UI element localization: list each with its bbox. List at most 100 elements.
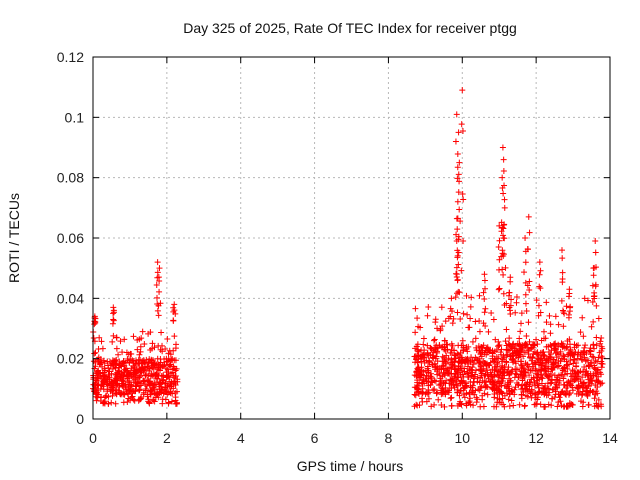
data-point — [110, 310, 117, 317]
data-point — [503, 389, 510, 396]
data-point — [447, 395, 454, 402]
data-point — [467, 315, 474, 322]
data-point — [419, 398, 426, 405]
data-point — [431, 377, 438, 384]
data-point — [592, 382, 599, 389]
data-point — [165, 400, 172, 407]
data-point — [540, 328, 547, 335]
data-point — [130, 362, 137, 369]
data-point — [512, 370, 519, 377]
data-point — [456, 159, 463, 166]
data-point — [505, 381, 512, 388]
data-point — [425, 367, 432, 374]
data-point — [442, 347, 449, 354]
data-point — [127, 369, 134, 376]
data-point — [521, 269, 528, 276]
data-point — [506, 335, 513, 342]
data-point — [431, 336, 438, 343]
data-point — [454, 164, 461, 171]
data-point — [493, 367, 500, 374]
data-point — [113, 334, 120, 341]
data-point — [545, 358, 552, 365]
data-point — [599, 355, 606, 362]
data-point — [463, 390, 470, 397]
data-point — [440, 369, 447, 376]
data-point — [438, 402, 445, 409]
data-point — [582, 387, 589, 394]
data-point — [173, 341, 180, 348]
data-point — [598, 358, 605, 365]
data-point — [138, 395, 145, 402]
data-point — [143, 385, 150, 392]
data-point — [124, 390, 131, 397]
data-point — [146, 367, 153, 374]
data-point — [526, 278, 533, 285]
data-point — [547, 354, 554, 361]
data-point — [501, 403, 508, 410]
data-point — [557, 358, 564, 365]
data-point — [428, 370, 435, 377]
data-point — [445, 315, 452, 322]
data-point — [172, 397, 179, 404]
data-point — [159, 396, 166, 403]
data-point — [592, 281, 599, 288]
data-point — [447, 305, 454, 312]
data-point — [454, 175, 461, 182]
data-point — [501, 382, 508, 389]
data-point — [157, 359, 164, 366]
data-point — [462, 383, 469, 390]
data-point — [528, 376, 535, 383]
data-point — [108, 399, 115, 406]
data-point — [140, 391, 147, 398]
data-point — [542, 403, 549, 410]
data-point — [414, 382, 421, 389]
data-point — [441, 371, 448, 378]
data-point — [105, 371, 112, 378]
data-point — [453, 111, 460, 118]
data-point — [132, 376, 139, 383]
data-point — [577, 329, 584, 336]
data-point — [502, 338, 509, 345]
data-point — [477, 403, 484, 410]
data-point — [422, 391, 429, 398]
data-point — [418, 364, 425, 371]
data-point — [505, 396, 512, 403]
data-point — [545, 363, 552, 370]
data-point — [561, 381, 568, 388]
data-point — [582, 358, 589, 365]
data-point — [437, 387, 444, 394]
data-point — [443, 367, 450, 374]
data-point — [139, 328, 146, 335]
data-point — [478, 370, 485, 377]
data-point — [538, 368, 545, 375]
data-point — [529, 360, 536, 367]
chart-title: Day 325 of 2025, Rate Of TEC Index for r… — [183, 20, 517, 36]
data-point — [110, 316, 117, 323]
data-point — [456, 206, 463, 213]
data-point — [526, 338, 533, 345]
data-point — [496, 222, 503, 229]
data-point — [539, 357, 546, 364]
data-point — [121, 362, 128, 369]
data-point — [526, 287, 533, 294]
data-point — [511, 391, 518, 398]
data-point — [162, 384, 169, 391]
data-point — [459, 128, 466, 135]
data-point — [536, 361, 542, 368]
data-point — [595, 366, 602, 373]
data-point — [453, 264, 460, 271]
y-tick-label: 0.12 — [57, 49, 84, 65]
data-point — [487, 369, 494, 376]
data-point — [414, 377, 421, 384]
data-point — [457, 349, 464, 356]
data-point — [593, 302, 600, 309]
data-point — [490, 316, 497, 323]
data-point — [156, 288, 163, 295]
data-point — [154, 388, 161, 395]
data-point — [581, 350, 588, 357]
data-point — [474, 396, 481, 403]
data-point — [560, 375, 567, 382]
data-point — [162, 345, 169, 352]
data-point — [536, 271, 543, 278]
data-point — [501, 204, 508, 211]
